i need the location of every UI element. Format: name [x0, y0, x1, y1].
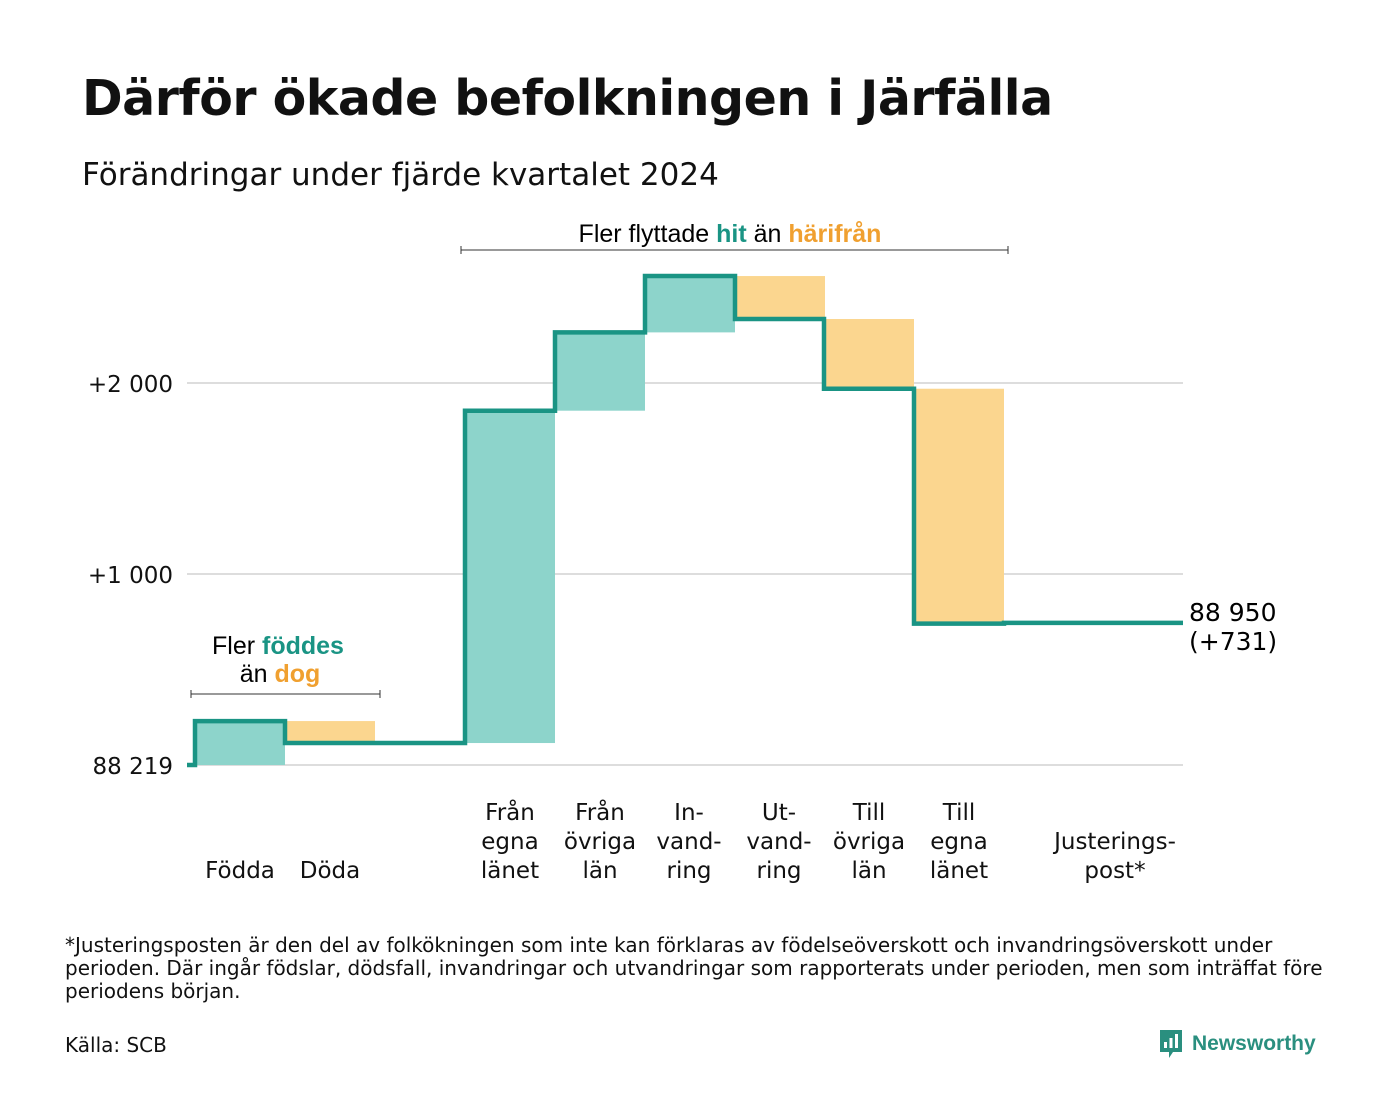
category-label: Från	[575, 798, 625, 826]
migration-annotation-prefix: Fler flyttade	[579, 220, 717, 248]
migration-annotation-mid: än	[747, 220, 789, 248]
chart-subtitle: Förändringar under fjärde kvartalet 2024	[82, 157, 719, 193]
category-label: övriga	[564, 829, 636, 855]
bar-decrease	[285, 721, 375, 744]
svg-text:Fler föddes: Fler föddes	[212, 632, 344, 660]
bars	[195, 276, 1004, 765]
y-tick-labels: 88 219 +1 000 +2 000	[88, 372, 173, 780]
category-label: länet	[930, 858, 988, 884]
grid-lines	[187, 382, 1183, 766]
svg-text:Fler flyttade hit än härifrån: Fler flyttade hit än härifrån	[579, 220, 882, 248]
category-label: Från	[485, 798, 535, 826]
migration-annotation-hit: hit	[716, 220, 747, 248]
category-label: Döda	[300, 858, 360, 884]
births-annotation: Fler föddes än dog	[190, 632, 381, 698]
newsworthy-logo-icon	[1160, 1030, 1182, 1058]
bar-increase	[465, 410, 555, 744]
end-value-label: 88 950 (+731)	[1189, 598, 1277, 656]
category-label: post*	[1084, 858, 1145, 884]
category-label: vand-	[746, 829, 811, 855]
brand-logo: Newsworthy	[1158, 1028, 1316, 1060]
y-tick-label: +2 000	[88, 372, 173, 398]
bar-decrease	[824, 319, 914, 389]
source: Källa: SCB	[65, 1033, 167, 1057]
end-value: 88 950	[1189, 598, 1276, 627]
category-labels: Födda Döda Från egna länet Från övriga län In-va…	[205, 798, 1176, 884]
y-tick-label: +1 000	[88, 563, 173, 589]
category-label: Till	[852, 800, 886, 826]
end-change: (+731)	[1189, 627, 1277, 656]
cumulative-step-line	[187, 273, 1183, 768]
chart-title: Därför ökade befolkningen i Järfälla	[82, 70, 1053, 127]
deaths-annotation-prefix: än	[240, 660, 275, 688]
category-label: vand-	[656, 829, 721, 855]
bar-increase	[555, 332, 645, 411]
waterfall-chart: 88 219+1 000+2 000 Födda DödaFrånegnaläne…	[88, 220, 1277, 884]
step-line	[187, 273, 1183, 768]
bar-decrease	[914, 388, 1004, 624]
deaths-annotation-highlight: dog	[274, 660, 320, 688]
category-label: län	[582, 858, 617, 884]
category-label: Födda	[205, 858, 275, 884]
migration-annotation-harifran: härifrån	[788, 220, 881, 248]
births-annotation-highlight: föddes	[262, 632, 344, 660]
category-label: Ut-	[762, 800, 796, 826]
migration-annotation: Fler flyttade hit än härifrån	[460, 220, 1009, 254]
category-label: länet	[481, 858, 539, 884]
svg-text:än dog: än dog	[240, 660, 321, 688]
category-label: län	[851, 858, 886, 884]
bar-increase	[195, 721, 285, 765]
births-annotation-prefix: Fler	[212, 632, 262, 660]
footnote: *Justeringsposten är den del av folkökni…	[65, 933, 1323, 1003]
y-tick-label: 88 219	[93, 754, 173, 780]
category-label: ring	[756, 858, 801, 884]
category-label: Till	[942, 800, 976, 826]
bar-decrease	[735, 276, 825, 320]
category-label: Justerings-	[1052, 829, 1176, 855]
category-label: övriga	[833, 829, 905, 855]
category-label: egna	[481, 829, 538, 855]
bar-increase	[645, 276, 735, 333]
category-label: egna	[930, 829, 987, 855]
category-label: In-	[674, 800, 704, 826]
brand-name: Newsworthy	[1192, 1032, 1316, 1055]
category-label: ring	[666, 858, 711, 884]
